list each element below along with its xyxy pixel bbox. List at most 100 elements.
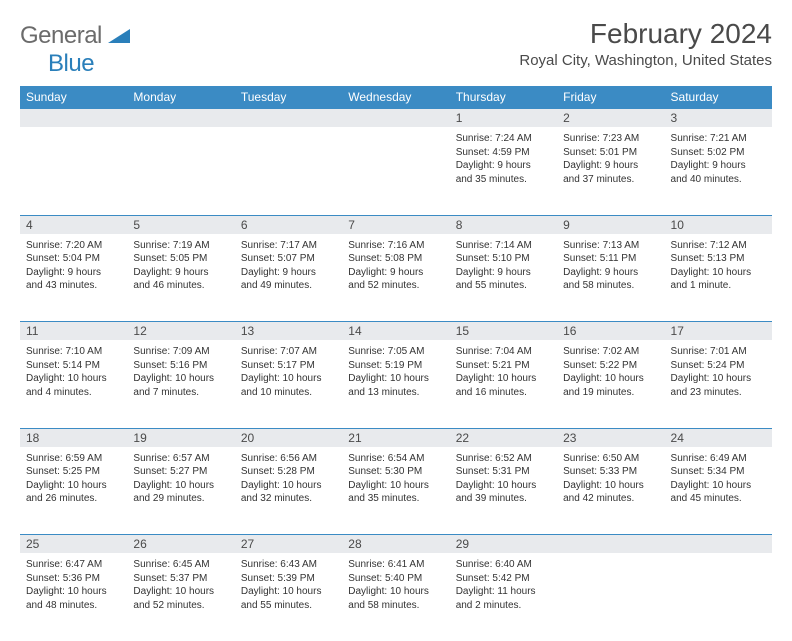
day-number-cell: [235, 109, 342, 128]
daylight-line1: Daylight: 10 hours: [671, 372, 766, 386]
day-number-cell: 20: [235, 428, 342, 447]
day-cell: Sunrise: 7:05 AMSunset: 5:19 PMDaylight:…: [342, 340, 449, 428]
day-cell: Sunrise: 6:45 AMSunset: 5:37 PMDaylight:…: [127, 553, 234, 641]
day-details: Sunrise: 6:45 AMSunset: 5:37 PMDaylight:…: [131, 556, 230, 612]
logo-text-block: General Blue: [20, 22, 130, 78]
day-details: Sunrise: 7:20 AMSunset: 5:04 PMDaylight:…: [24, 237, 123, 293]
sunrise-text: Sunrise: 6:54 AM: [348, 452, 443, 466]
sunrise-text: Sunrise: 7:05 AM: [348, 345, 443, 359]
daylight-line1: Daylight: 9 hours: [671, 159, 766, 173]
sunrise-text: Sunrise: 7:09 AM: [133, 345, 228, 359]
day-cell: Sunrise: 7:07 AMSunset: 5:17 PMDaylight:…: [235, 340, 342, 428]
daylight-line2: and 1 minute.: [671, 279, 766, 293]
sunset-text: Sunset: 5:13 PM: [671, 252, 766, 266]
day-number-cell: 23: [557, 428, 664, 447]
day-details: Sunrise: 6:40 AMSunset: 5:42 PMDaylight:…: [454, 556, 553, 612]
day-number-cell: 18: [20, 428, 127, 447]
day-header-tuesday: Tuesday: [235, 86, 342, 109]
day-cell: Sunrise: 7:24 AMSunset: 4:59 PMDaylight:…: [450, 127, 557, 215]
sunset-text: Sunset: 5:04 PM: [26, 252, 121, 266]
sunset-text: Sunset: 5:14 PM: [26, 359, 121, 373]
sunrise-text: Sunrise: 7:19 AM: [133, 239, 228, 253]
sunset-text: Sunset: 5:10 PM: [456, 252, 551, 266]
sunset-text: Sunset: 5:34 PM: [671, 465, 766, 479]
day-number-cell: 15: [450, 322, 557, 341]
daylight-line2: and 52 minutes.: [348, 279, 443, 293]
week-3-number-row: 18192021222324: [20, 428, 772, 447]
day-details: Sunrise: 6:59 AMSunset: 5:25 PMDaylight:…: [24, 450, 123, 506]
daylight-line1: Daylight: 10 hours: [348, 372, 443, 386]
daylight-line1: Daylight: 9 hours: [456, 159, 551, 173]
day-cell: Sunrise: 7:13 AMSunset: 5:11 PMDaylight:…: [557, 234, 664, 322]
sunset-text: Sunset: 5:28 PM: [241, 465, 336, 479]
week-0-detail-row: Sunrise: 7:24 AMSunset: 4:59 PMDaylight:…: [20, 127, 772, 215]
day-cell: Sunrise: 7:09 AMSunset: 5:16 PMDaylight:…: [127, 340, 234, 428]
day-cell: Sunrise: 7:19 AMSunset: 5:05 PMDaylight:…: [127, 234, 234, 322]
sunrise-text: Sunrise: 7:04 AM: [456, 345, 551, 359]
day-cell: Sunrise: 7:17 AMSunset: 5:07 PMDaylight:…: [235, 234, 342, 322]
day-details: Sunrise: 6:49 AMSunset: 5:34 PMDaylight:…: [669, 450, 768, 506]
day-cell: Sunrise: 7:12 AMSunset: 5:13 PMDaylight:…: [665, 234, 772, 322]
daylight-line1: Daylight: 10 hours: [348, 585, 443, 599]
logo-triangle-icon: [108, 29, 130, 48]
daylight-line1: Daylight: 10 hours: [26, 372, 121, 386]
sunset-text: Sunset: 5:08 PM: [348, 252, 443, 266]
day-number-cell: 9: [557, 215, 664, 234]
sunset-text: Sunset: 5:19 PM: [348, 359, 443, 373]
day-number-cell: 29: [450, 535, 557, 554]
daylight-line1: Daylight: 10 hours: [456, 372, 551, 386]
day-cell: Sunrise: 6:47 AMSunset: 5:36 PMDaylight:…: [20, 553, 127, 641]
day-number-cell: 28: [342, 535, 449, 554]
day-header-saturday: Saturday: [665, 86, 772, 109]
daylight-line1: Daylight: 9 hours: [563, 266, 658, 280]
sunset-text: Sunset: 5:37 PM: [133, 572, 228, 586]
daylight-line1: Daylight: 10 hours: [563, 479, 658, 493]
day-cell: [235, 127, 342, 215]
day-details: Sunrise: 7:05 AMSunset: 5:19 PMDaylight:…: [346, 343, 445, 399]
sunset-text: Sunset: 5:30 PM: [348, 465, 443, 479]
sunrise-text: Sunrise: 6:43 AM: [241, 558, 336, 572]
day-number-cell: 19: [127, 428, 234, 447]
day-number-cell: [342, 109, 449, 128]
daylight-line2: and 26 minutes.: [26, 492, 121, 506]
daylight-line1: Daylight: 9 hours: [133, 266, 228, 280]
daylight-line1: Daylight: 10 hours: [671, 479, 766, 493]
day-header-row: SundayMondayTuesdayWednesdayThursdayFrid…: [20, 86, 772, 109]
day-number-cell: 11: [20, 322, 127, 341]
sunrise-text: Sunrise: 7:12 AM: [671, 239, 766, 253]
sunrise-text: Sunrise: 7:07 AM: [241, 345, 336, 359]
sunrise-text: Sunrise: 7:24 AM: [456, 132, 551, 146]
daylight-line2: and 32 minutes.: [241, 492, 336, 506]
day-number-cell: 17: [665, 322, 772, 341]
logo-text-grey: General: [20, 22, 102, 49]
day-details: Sunrise: 7:23 AMSunset: 5:01 PMDaylight:…: [561, 130, 660, 186]
day-details: Sunrise: 7:17 AMSunset: 5:07 PMDaylight:…: [239, 237, 338, 293]
day-number-cell: 4: [20, 215, 127, 234]
day-details: Sunrise: 7:16 AMSunset: 5:08 PMDaylight:…: [346, 237, 445, 293]
sunrise-text: Sunrise: 6:45 AM: [133, 558, 228, 572]
daylight-line1: Daylight: 10 hours: [563, 372, 658, 386]
day-cell: Sunrise: 6:49 AMSunset: 5:34 PMDaylight:…: [665, 447, 772, 535]
day-number-cell: 1: [450, 109, 557, 128]
daylight-line1: Daylight: 9 hours: [456, 266, 551, 280]
daylight-line1: Daylight: 9 hours: [348, 266, 443, 280]
day-cell: [342, 127, 449, 215]
sunrise-text: Sunrise: 7:13 AM: [563, 239, 658, 253]
day-number-cell: 3: [665, 109, 772, 128]
day-details: Sunrise: 6:56 AMSunset: 5:28 PMDaylight:…: [239, 450, 338, 506]
day-details: Sunrise: 6:50 AMSunset: 5:33 PMDaylight:…: [561, 450, 660, 506]
daylight-line1: Daylight: 10 hours: [241, 479, 336, 493]
daylight-line1: Daylight: 10 hours: [348, 479, 443, 493]
week-2-number-row: 11121314151617: [20, 322, 772, 341]
daylight-line1: Daylight: 10 hours: [241, 585, 336, 599]
day-number-cell: 24: [665, 428, 772, 447]
day-number-cell: 21: [342, 428, 449, 447]
daylight-line2: and 46 minutes.: [133, 279, 228, 293]
daylight-line2: and 23 minutes.: [671, 386, 766, 400]
daylight-line2: and 58 minutes.: [348, 599, 443, 613]
week-3-detail-row: Sunrise: 6:59 AMSunset: 5:25 PMDaylight:…: [20, 447, 772, 535]
sunrise-text: Sunrise: 6:57 AM: [133, 452, 228, 466]
day-number-cell: [665, 535, 772, 554]
daylight-line2: and 29 minutes.: [133, 492, 228, 506]
day-cell: Sunrise: 7:01 AMSunset: 5:24 PMDaylight:…: [665, 340, 772, 428]
